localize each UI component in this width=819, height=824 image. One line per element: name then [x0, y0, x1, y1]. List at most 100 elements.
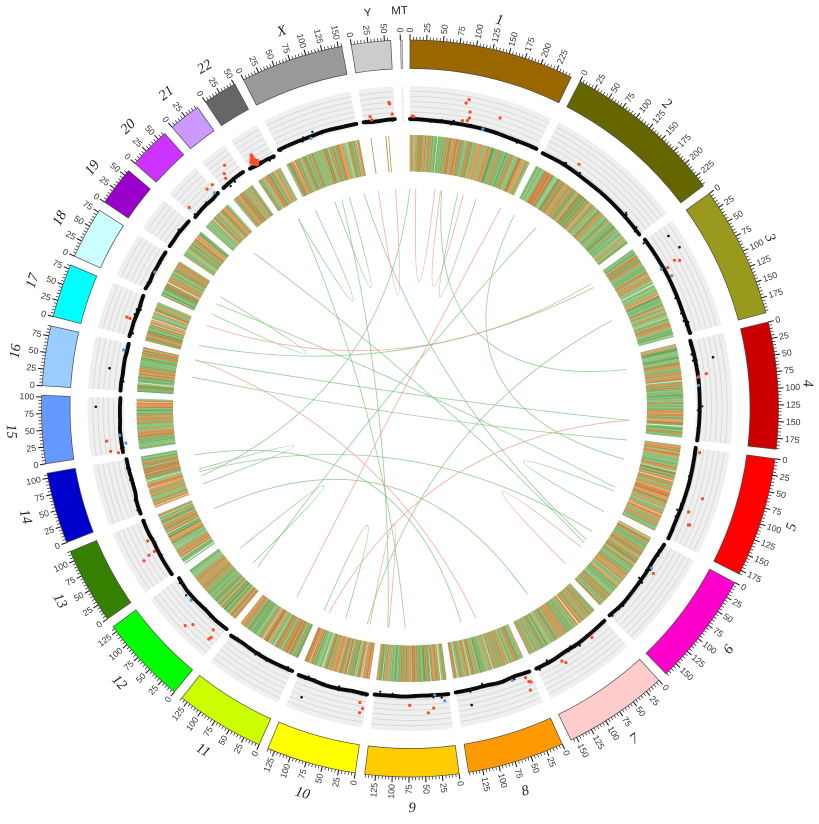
svg-text:75: 75: [296, 768, 308, 780]
svg-text:25: 25: [722, 193, 736, 207]
svg-text:Y: Y: [363, 7, 372, 20]
svg-text:0: 0: [122, 151, 132, 162]
svg-text:50: 50: [263, 48, 276, 61]
svg-text:14: 14: [16, 508, 35, 526]
svg-text:175: 175: [784, 434, 800, 445]
svg-text:75: 75: [64, 575, 77, 588]
svg-text:50: 50: [28, 345, 39, 356]
svg-text:75: 75: [280, 42, 293, 55]
svg-text:125: 125: [490, 27, 503, 44]
svg-text:5: 5: [783, 521, 800, 533]
svg-text:75: 75: [51, 257, 64, 270]
svg-text:25: 25: [438, 783, 449, 794]
svg-text:0: 0: [160, 114, 171, 124]
svg-text:25: 25: [232, 742, 245, 755]
svg-text:0: 0: [40, 308, 47, 319]
svg-text:25: 25: [81, 604, 95, 618]
svg-text:25: 25: [361, 25, 372, 36]
svg-text:75: 75: [81, 198, 95, 212]
svg-text:0: 0: [405, 28, 415, 33]
svg-text:100: 100: [295, 32, 309, 49]
svg-text:25: 25: [594, 72, 608, 86]
svg-text:50: 50: [721, 611, 735, 625]
svg-text:75: 75: [513, 767, 525, 779]
svg-text:125: 125: [479, 776, 492, 792]
svg-text:0: 0: [92, 191, 102, 202]
svg-text:0: 0: [712, 182, 722, 193]
svg-text:9: 9: [408, 800, 416, 816]
svg-text:0: 0: [61, 246, 70, 257]
svg-text:50: 50: [378, 23, 389, 34]
svg-text:25: 25: [40, 290, 52, 302]
svg-text:50: 50: [421, 784, 431, 794]
svg-text:0: 0: [344, 32, 355, 39]
svg-text:0: 0: [30, 380, 36, 390]
svg-text:0: 0: [94, 619, 104, 630]
svg-text:200: 200: [539, 41, 554, 58]
svg-text:13: 13: [49, 591, 70, 611]
svg-text:25: 25: [545, 756, 558, 769]
svg-text:0: 0: [660, 682, 671, 692]
svg-text:75: 75: [456, 25, 467, 36]
svg-text:25: 25: [778, 330, 790, 342]
svg-text:25: 25: [26, 443, 37, 454]
svg-text:0: 0: [195, 89, 206, 99]
svg-text:25: 25: [26, 362, 37, 373]
svg-text:15: 15: [3, 424, 20, 439]
svg-text:175: 175: [523, 36, 537, 53]
svg-text:50: 50: [72, 590, 86, 604]
svg-text:50: 50: [313, 772, 325, 784]
svg-text:100: 100: [278, 762, 292, 779]
svg-text:0: 0: [395, 28, 405, 33]
svg-text:100: 100: [25, 474, 41, 487]
svg-text:125: 125: [312, 28, 325, 45]
svg-text:150: 150: [506, 31, 520, 48]
svg-text:0: 0: [162, 694, 173, 704]
svg-text:25: 25: [64, 229, 77, 242]
svg-text:25: 25: [731, 597, 745, 611]
svg-text:75: 75: [34, 491, 46, 503]
svg-text:MT: MT: [391, 5, 408, 17]
svg-text:10: 10: [293, 784, 312, 804]
svg-text:100: 100: [473, 23, 486, 39]
svg-text:75: 75: [740, 223, 753, 236]
svg-text:0: 0: [249, 749, 260, 758]
svg-text:0: 0: [455, 780, 466, 786]
svg-text:0: 0: [53, 540, 61, 551]
svg-text:50: 50: [439, 24, 450, 35]
svg-text:22: 22: [194, 57, 215, 78]
svg-text:150: 150: [786, 417, 801, 428]
svg-text:25: 25: [330, 776, 342, 788]
svg-text:100: 100: [766, 521, 783, 535]
svg-text:25: 25: [207, 76, 221, 90]
svg-text:100: 100: [386, 784, 397, 799]
svg-text:50: 50: [45, 274, 58, 287]
svg-text:1: 1: [494, 12, 505, 29]
svg-text:125: 125: [786, 400, 801, 410]
svg-text:50: 50: [72, 213, 86, 227]
svg-text:125: 125: [760, 538, 777, 553]
svg-text:0: 0: [774, 314, 781, 325]
svg-text:50: 50: [529, 762, 542, 775]
svg-text:25: 25: [779, 472, 791, 484]
svg-text:175: 175: [767, 286, 784, 300]
svg-text:75: 75: [404, 784, 414, 794]
svg-text:150: 150: [329, 24, 342, 40]
svg-text:75: 75: [771, 505, 783, 517]
svg-text:25: 25: [247, 55, 260, 68]
svg-text:17: 17: [23, 271, 43, 291]
svg-text:0: 0: [739, 582, 748, 593]
svg-text:0: 0: [561, 749, 572, 758]
svg-text:150: 150: [761, 270, 778, 284]
svg-text:50: 50: [775, 488, 787, 500]
svg-text:125: 125: [368, 782, 379, 798]
svg-text:75: 75: [623, 91, 637, 105]
svg-text:75: 75: [201, 725, 215, 739]
svg-text:50: 50: [731, 208, 745, 222]
svg-text:16: 16: [7, 342, 25, 359]
svg-text:25: 25: [43, 524, 56, 537]
svg-text:75: 75: [24, 409, 34, 419]
svg-text:50: 50: [25, 426, 35, 437]
svg-text:50: 50: [38, 508, 50, 520]
svg-text:100: 100: [785, 382, 800, 393]
